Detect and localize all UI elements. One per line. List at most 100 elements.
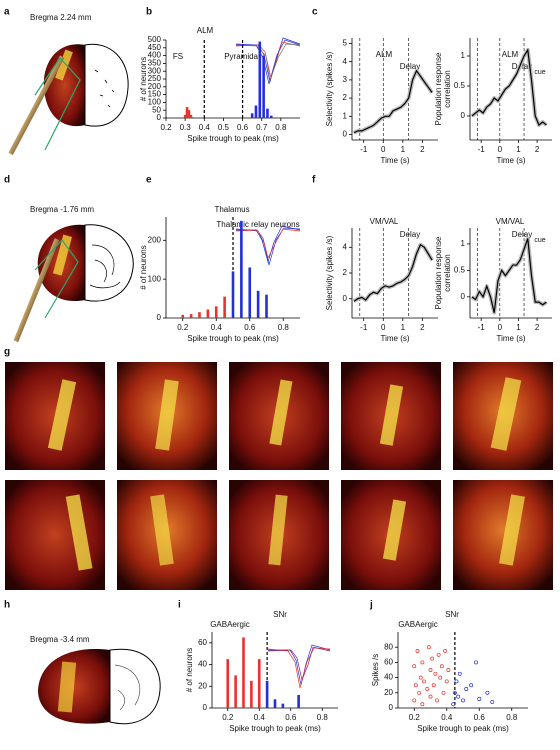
y-tick-label: 2 — [343, 93, 348, 102]
x-tick-label: 0.8 — [317, 713, 329, 722]
point — [474, 660, 478, 665]
y-tick-label: 200 — [148, 82, 162, 91]
y-axis-label: correlation — [443, 254, 452, 291]
x-tick-label: 0.4 — [441, 713, 453, 722]
y-tick-label: 0 — [343, 294, 348, 303]
x-axis-label: Spike trough to peak (ms) — [229, 724, 321, 733]
caption: Bregma 2.24 mm — [30, 13, 92, 22]
y-tick-label: 500 — [148, 35, 162, 44]
x-tick-label: 1 — [401, 145, 406, 154]
x-tick-label: 0.4 — [254, 713, 266, 722]
bar — [266, 108, 269, 118]
point — [417, 690, 422, 695]
annotation: GABAergic — [210, 620, 250, 629]
y-axis-label: # of neurons — [185, 648, 194, 692]
point — [454, 679, 459, 684]
caption: Bregma -3.4 mm — [30, 635, 90, 644]
bar — [223, 296, 226, 318]
panel-label: i — [178, 600, 181, 611]
caption: Bregma -1.76 mm — [30, 205, 94, 214]
bar — [198, 312, 201, 318]
y-axis-label: Selectivity (spikes /s) — [325, 51, 334, 126]
x-tick-label: 0.4 — [211, 323, 223, 332]
x-axis-label: Time (s) — [380, 156, 409, 165]
y-tick-label: 40 — [198, 660, 207, 669]
x-tick-label: -1 — [360, 145, 368, 154]
x-tick-label: 0.8 — [506, 713, 518, 722]
annotation: Delay — [512, 230, 532, 239]
point — [464, 687, 469, 691]
point — [425, 687, 430, 691]
error-band — [352, 242, 434, 303]
y-axis-label: # of neurons — [139, 57, 148, 101]
x-tick-label: 0 — [498, 145, 503, 154]
y-tick-label: 1 — [461, 239, 466, 248]
bar — [262, 55, 265, 118]
bar — [265, 294, 268, 318]
x-tick-label: 1 — [516, 145, 521, 154]
y-tick-label: 150 — [148, 90, 162, 99]
y-axis-label: # of neurons — [139, 245, 148, 289]
bar — [250, 680, 253, 708]
x-tick-label: 0.5 — [218, 123, 230, 132]
y-tick-label: 200 — [148, 235, 162, 244]
x-axis-label: Spike trough to peak (ms) — [187, 334, 279, 343]
bar — [256, 290, 260, 318]
point — [444, 679, 449, 684]
bar — [258, 41, 262, 119]
point — [428, 668, 433, 672]
bar — [181, 314, 185, 318]
point — [412, 664, 417, 669]
x-tick-label: 0.2 — [409, 713, 421, 722]
y-tick-label: 0 — [157, 113, 162, 122]
x-tick-label: -1 — [478, 145, 486, 154]
y-tick-label: 0 — [389, 703, 394, 712]
y-tick-label: 60 — [198, 638, 207, 647]
bar — [189, 314, 193, 318]
chart-title: SNr — [273, 610, 287, 619]
x-tick-label: 2 — [420, 145, 425, 154]
point — [422, 679, 426, 684]
x-axis-label: Time (s) — [496, 334, 525, 343]
x-axis-label: Time (s) — [496, 156, 525, 165]
y-tick-label: 80 — [384, 642, 393, 651]
annotation: Thalamic relay neurons — [216, 220, 299, 229]
point — [441, 690, 446, 695]
bar — [234, 675, 237, 708]
y-tick-label: 100 — [148, 274, 162, 283]
brain-diagram: Bregma 2.24 mm — [8, 13, 129, 155]
bar — [250, 113, 254, 118]
chart-title: Thalamus — [214, 205, 249, 214]
y-tick-label: 0 — [203, 703, 208, 712]
x-tick-label: 2 — [535, 323, 540, 332]
x-tick-label: 0.6 — [285, 713, 297, 722]
bar — [240, 220, 243, 318]
x-tick-label: 0 — [498, 323, 503, 332]
panel-label: g — [4, 347, 10, 358]
chart-title: VM/VAL — [496, 217, 525, 226]
x-axis-label: Spike trough to peak (ms) — [187, 134, 279, 143]
point — [413, 683, 418, 688]
annotation: cue — [534, 69, 545, 76]
bar — [187, 110, 191, 118]
x-tick-label: 0.3 — [180, 123, 192, 132]
x-tick-label: 0.6 — [474, 713, 486, 722]
x-tick-label: 0.2 — [177, 323, 189, 332]
bar — [183, 114, 187, 118]
y-axis-label: correlation — [443, 70, 452, 107]
point — [431, 683, 436, 688]
point — [412, 698, 417, 703]
point — [443, 649, 448, 653]
panel-label: a — [4, 7, 10, 18]
error-band — [353, 68, 434, 135]
y-tick-label: 0 — [461, 111, 466, 120]
histology-grid — [5, 362, 553, 590]
panel-label: c — [312, 7, 318, 18]
y-tick-label: 20 — [198, 681, 207, 690]
bar — [191, 117, 195, 118]
y-tick-label: 1 — [343, 111, 348, 120]
y-axis-label: Population response — [434, 52, 443, 125]
point — [428, 694, 433, 699]
y-tick-label: 350 — [148, 59, 162, 68]
